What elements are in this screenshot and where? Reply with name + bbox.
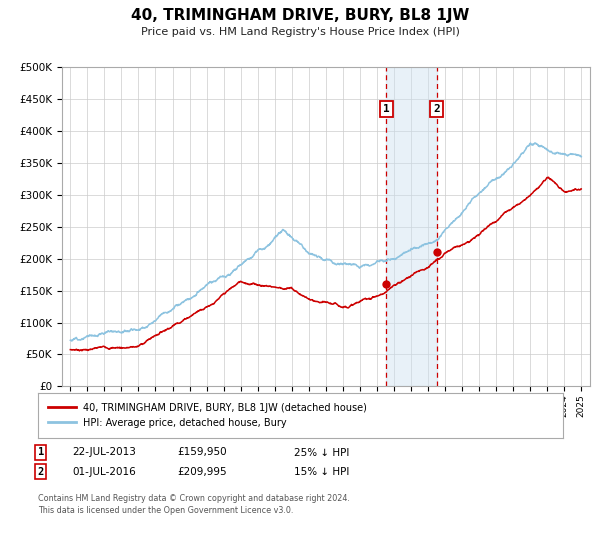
Text: 01-JUL-2016: 01-JUL-2016 [72,466,136,477]
Text: 1: 1 [38,447,44,458]
Text: £159,950: £159,950 [177,447,227,458]
Text: 40, TRIMINGHAM DRIVE, BURY, BL8 1JW: 40, TRIMINGHAM DRIVE, BURY, BL8 1JW [131,8,469,24]
Text: Contains HM Land Registry data © Crown copyright and database right 2024.
This d: Contains HM Land Registry data © Crown c… [38,494,350,515]
Text: 15% ↓ HPI: 15% ↓ HPI [294,466,349,477]
Text: Price paid vs. HM Land Registry's House Price Index (HPI): Price paid vs. HM Land Registry's House … [140,27,460,37]
Text: 25% ↓ HPI: 25% ↓ HPI [294,447,349,458]
Text: 2: 2 [38,466,44,477]
Text: 1: 1 [383,104,389,114]
Text: 2: 2 [433,104,440,114]
Bar [386,67,437,386]
Legend: 40, TRIMINGHAM DRIVE, BURY, BL8 1JW (detached house), HPI: Average price, detach: 40, TRIMINGHAM DRIVE, BURY, BL8 1JW (det… [43,397,372,434]
Text: £209,995: £209,995 [177,466,227,477]
Text: 22-JUL-2013: 22-JUL-2013 [72,447,136,458]
